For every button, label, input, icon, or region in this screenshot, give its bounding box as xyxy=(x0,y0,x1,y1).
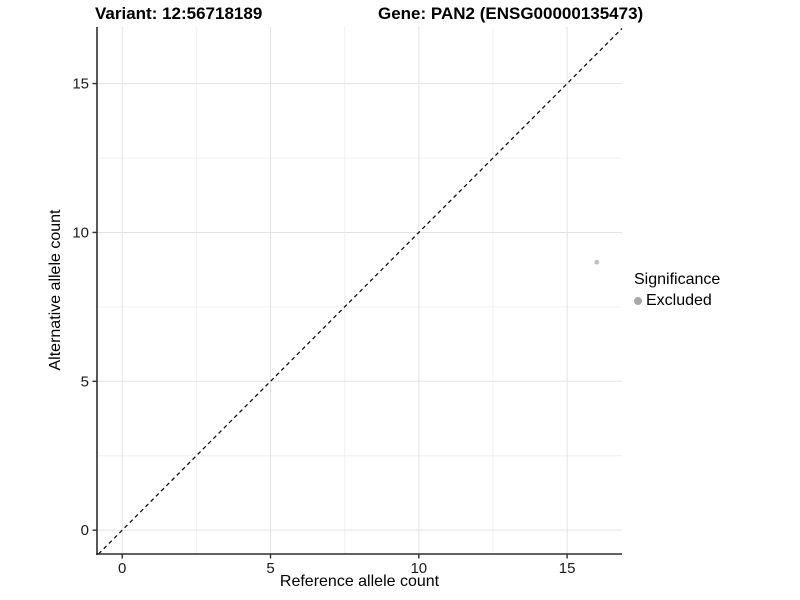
plot-title-gene: Gene: PAN2 (ENSG00000135473) xyxy=(378,4,644,23)
x-tick-label: 0 xyxy=(118,560,126,577)
y-tick-label: 10 xyxy=(72,224,89,241)
x-tick-label: 10 xyxy=(410,560,427,577)
legend-title: Significance xyxy=(634,271,721,288)
legend-item-excluded: Excluded xyxy=(634,292,720,310)
identity-dashed-line xyxy=(98,28,623,555)
y-axis-title: Alternative allele count xyxy=(47,209,64,371)
x-tick-label: 5 xyxy=(266,560,274,577)
x-axis-title: Reference allele count xyxy=(279,573,440,590)
data-point xyxy=(594,259,600,265)
y-tick-label: 5 xyxy=(81,373,89,390)
legend-item-label: Excluded xyxy=(646,292,712,309)
x-tick-label: 15 xyxy=(559,560,576,577)
legend: Significance Excluded xyxy=(634,271,720,310)
plot-title-variant: Variant: 12:56718189 xyxy=(95,4,263,23)
y-tick-label: 15 xyxy=(72,76,89,93)
y-tick-label: 0 xyxy=(81,522,89,539)
legend-key-circle-icon xyxy=(634,297,642,305)
